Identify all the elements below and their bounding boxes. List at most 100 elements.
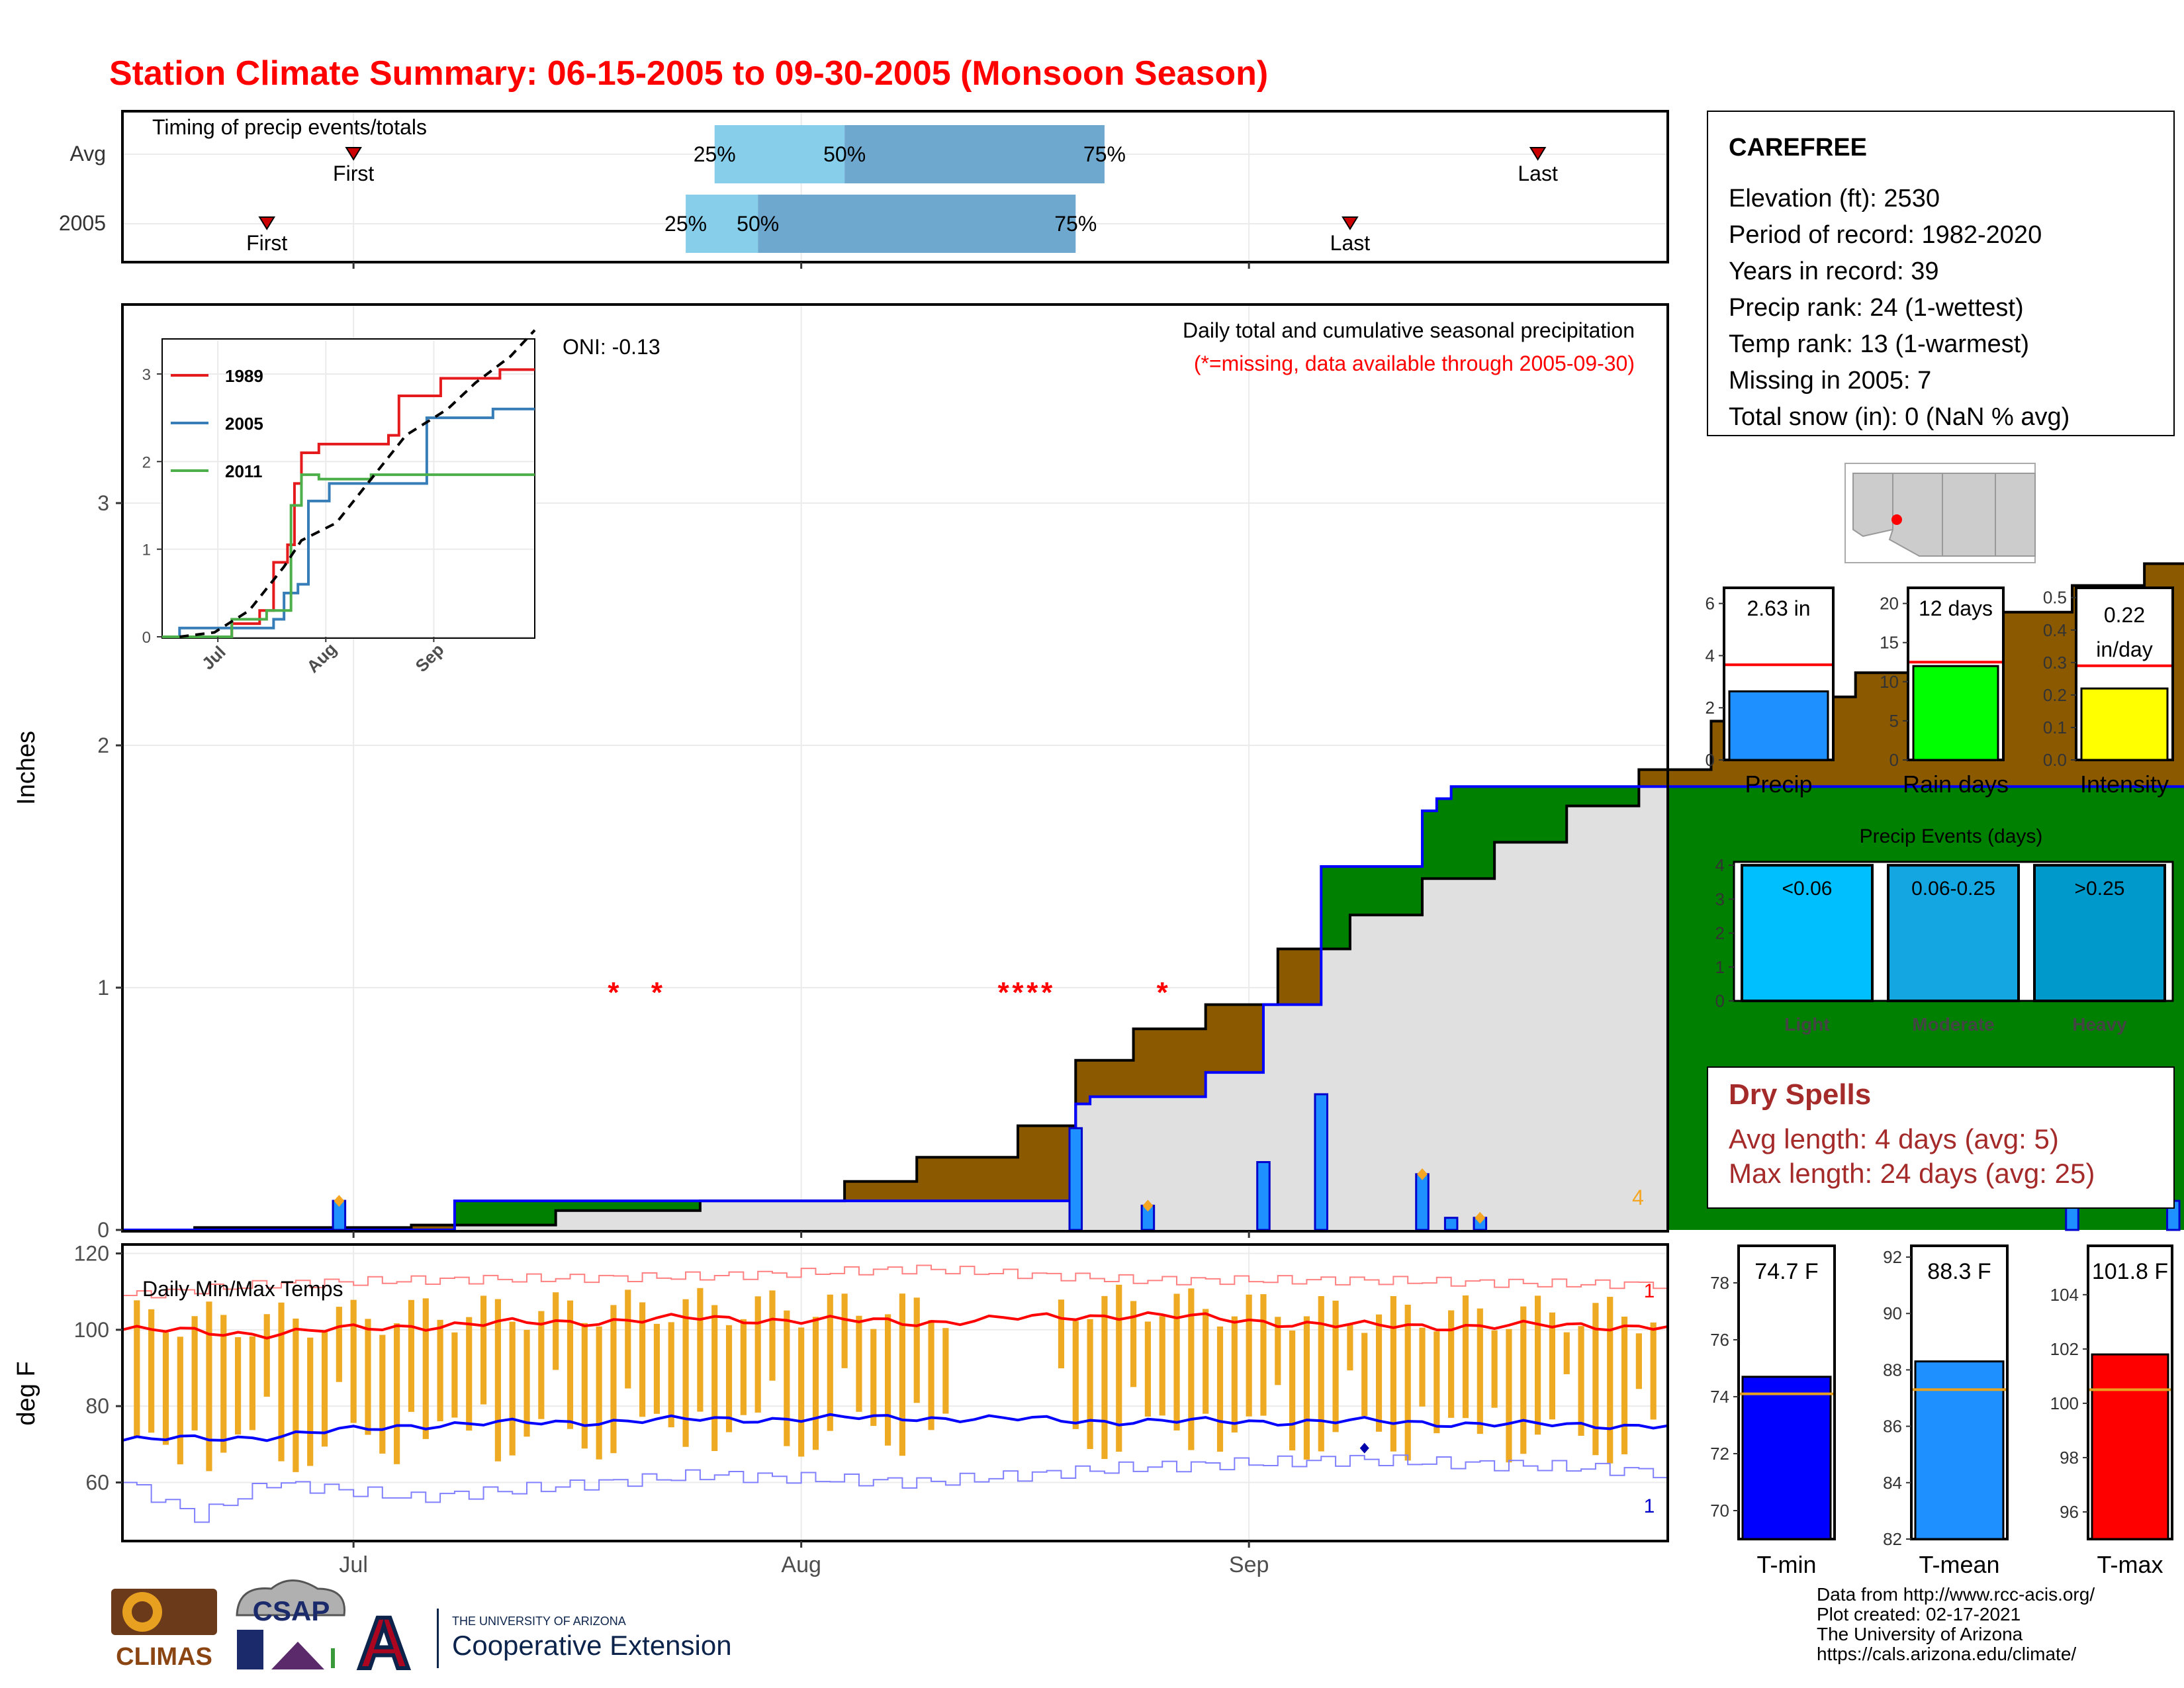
temp-bar-tick-label: 72: [1710, 1444, 1729, 1464]
mini-bar-tick-label: 20: [1880, 594, 1899, 614]
missing-day-marker: *: [608, 976, 619, 1009]
precip-y-axis: 0 1 2 3: [97, 491, 122, 1242]
precip-events-title: Precip Events (days): [1860, 825, 2043, 847]
daily-precip-bar: [1443, 1217, 1459, 1231]
quartile-label: 50%: [737, 212, 779, 236]
daily-temp-bar: [379, 1335, 386, 1454]
avg-cumulative-line: [122, 562, 2184, 1231]
daily-temp-bar: [1144, 1321, 1151, 1417]
first-event-marker: [258, 216, 276, 230]
daily-temp-bar: [1621, 1317, 1628, 1454]
temp-bar-tick-label: 92: [1883, 1247, 1902, 1267]
daily-temp-bar: [1578, 1326, 1584, 1436]
event-point: [1475, 1211, 1486, 1224]
temp-y-tick-label: 60: [85, 1471, 109, 1495]
temp-bar-tick-label: 76: [1710, 1330, 1729, 1350]
timing-content: 25% 50% 75% First Last 25% 50% 75% First Last: [124, 113, 1666, 261]
arizona-a-logo: A: [357, 1603, 410, 1684]
station-line: Total snow (in): 0 (NaN % avg): [1729, 403, 2070, 431]
temp-bar-tick-label: 100: [2050, 1393, 2079, 1413]
daily-temp-bar: [1246, 1294, 1252, 1417]
daily-temp-bar: [1347, 1324, 1353, 1371]
precip-events-tick-label: 3: [1715, 889, 1725, 909]
precip-events-range: <0.06: [1782, 878, 1833, 900]
daily-temp-bar: [942, 1328, 949, 1414]
daily-temp-bar: [725, 1325, 733, 1432]
mini-bar-tick-label: 4: [1706, 645, 1715, 665]
record-low-point: [1359, 1442, 1369, 1454]
inset-average-line: [179, 329, 536, 638]
daily-temp-bar: [1072, 1321, 1079, 1429]
record-min-line: [122, 1454, 1668, 1523]
daily-temp-bar: [1260, 1294, 1267, 1416]
quartile-box-lower: [686, 195, 758, 253]
inset-series-2011: [162, 473, 535, 638]
credit-line: https://cals.arizona.edu/climate/: [1817, 1644, 2076, 1664]
mini-bar-tick-label: 0: [1706, 750, 1715, 770]
station-location-dot: [1891, 514, 1902, 525]
precip-ylabel: Inches: [13, 731, 40, 805]
daily-temp-bar: [870, 1329, 877, 1427]
mini-bar-label: Precip: [1745, 771, 1812, 798]
temp-ylabel: deg F: [13, 1361, 40, 1425]
daily-temp-bar: [148, 1309, 155, 1433]
credit-line: Data from http://www.rcc-acis.org/: [1817, 1584, 2095, 1605]
daily-temp-bar: [278, 1302, 285, 1462]
dry-spells-title: Dry Spells: [1729, 1078, 1871, 1111]
temp-corner-max: 1: [1644, 1280, 1655, 1302]
mini-bar-value-label: 0.22: [2104, 603, 2145, 627]
temp-bar-value-label: 101.8 F: [2092, 1259, 2168, 1284]
first-event-label: First: [333, 162, 374, 185]
daily-temp-bar: [494, 1299, 501, 1462]
daily-temp-bar: [1563, 1332, 1570, 1374]
temp-bar-label: T-max: [2097, 1551, 2163, 1578]
quartile-box-upper: [844, 125, 1105, 183]
mini-bar-value-label: 12 days: [1919, 596, 1993, 620]
daily-precip-bar: [1314, 1093, 1329, 1231]
station-line: Years in record: 39: [1729, 258, 1939, 285]
daily-temp-bar: [350, 1299, 357, 1423]
inset-frame: [161, 338, 535, 639]
temp-bar-value-label: 74.7 F: [1754, 1259, 1818, 1284]
daily-temp-bar: [1592, 1303, 1599, 1456]
quartile-label: 25%: [664, 212, 707, 236]
record-max-line: [122, 1264, 1668, 1299]
daily-temp-bar: [1477, 1308, 1483, 1434]
missing-day-marker: *: [1026, 976, 1038, 1009]
temp-bar-label: T-mean: [1919, 1551, 1999, 1578]
temp-bar-tick-label: 74: [1710, 1387, 1729, 1407]
daily-temp-bar: [885, 1314, 891, 1446]
mini-bar: [1912, 665, 1999, 761]
daily-temp-bar: [1101, 1295, 1108, 1460]
mini-bar-value-label: in/day: [2096, 637, 2152, 661]
temp-bar-tick-label: 98: [2060, 1448, 2079, 1468]
daily-temp-bar: [1332, 1300, 1339, 1432]
precip-events-tick-label: 2: [1715, 923, 1725, 943]
daily-temp-bar: [336, 1307, 342, 1382]
quartile-label: 25%: [694, 142, 736, 166]
daily-temp-bar: [1289, 1330, 1296, 1451]
climas-logo: CLIMAS: [111, 1589, 217, 1671]
daily-temp-bar: [553, 1292, 559, 1370]
daily-temp-bar: [1433, 1331, 1440, 1434]
daily-temp-bar: [1404, 1304, 1411, 1461]
avg-min-line: [122, 1413, 1668, 1442]
daily-temp-bar: [1375, 1314, 1383, 1432]
station-line: Elevation (ft): 2530: [1729, 185, 1940, 212]
daily-temp-bar: [206, 1301, 212, 1472]
temp-bar-tick-label: 96: [2060, 1502, 2079, 1522]
last-event-label: Last: [1330, 231, 1371, 255]
daily-temp-bar: [466, 1317, 473, 1431]
precip-events-range: >0.25: [2075, 878, 2125, 900]
daily-temp-bar: [1462, 1295, 1469, 1419]
mini-bar-tick-label: 5: [1889, 711, 1899, 731]
last-event-marker: [1342, 216, 1359, 230]
daily-temp-bar: [1448, 1310, 1455, 1418]
precip-y-tick-label: 2: [97, 733, 109, 757]
temp-bar-tick-label: 102: [2050, 1339, 2079, 1359]
daily-temp-bar: [928, 1320, 934, 1430]
inset-y-tick-label: 2: [142, 453, 151, 471]
quartile-box-lower: [714, 125, 845, 183]
daily-temp-bar: [1361, 1333, 1368, 1417]
